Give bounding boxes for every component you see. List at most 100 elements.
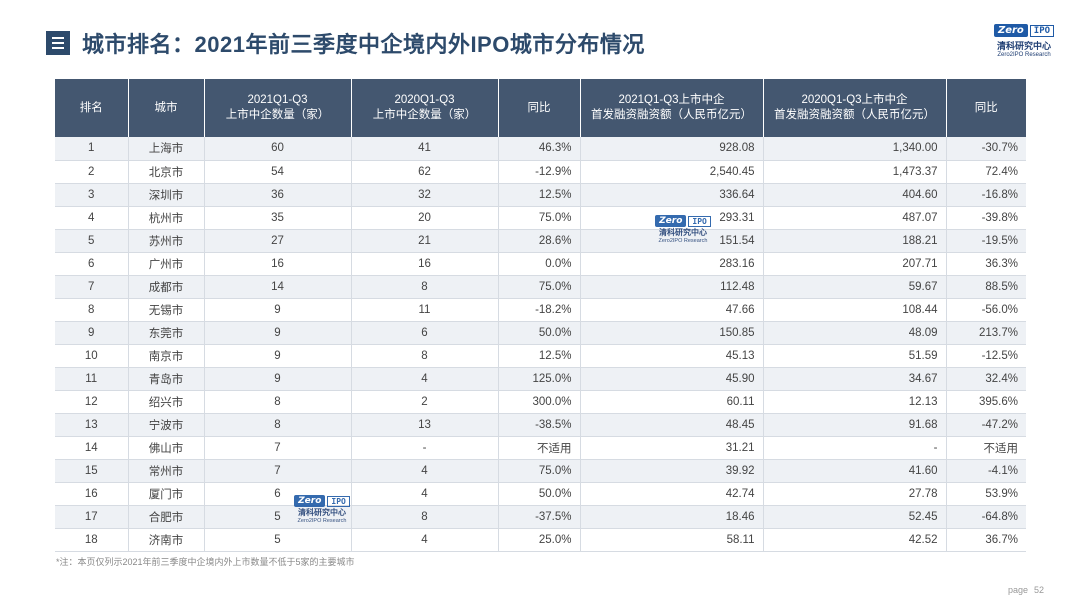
table-cell: 济南市 xyxy=(128,528,205,552)
table-cell: 336.64 xyxy=(580,183,764,207)
table-cell: 9 xyxy=(204,367,352,391)
table-cell: 14 xyxy=(204,275,352,299)
title-bar: 城市排名：2021年前三季度中企境内外IPO城市分布情况 xyxy=(46,26,645,60)
table-cell: 7 xyxy=(204,459,352,483)
table-cell: 213.7% xyxy=(946,321,1026,345)
table-cell: 52.45 xyxy=(763,505,947,529)
table-cell: 75.0% xyxy=(498,206,581,230)
column-header: 同比 xyxy=(498,79,581,137)
table-cell: 112.48 xyxy=(580,275,764,299)
table-row: 3 深圳市 36 32 12.5% 336.64 404.60 -16.8% xyxy=(55,183,1026,207)
table-cell: -39.8% xyxy=(946,206,1026,230)
watermark-ipo-text: IPO xyxy=(327,495,350,507)
table-cell: 18.46 xyxy=(580,505,764,529)
page-title: 城市排名：2021年前三季度中企境内外IPO城市分布情况 xyxy=(82,32,645,57)
table-cell: 东莞市 xyxy=(128,321,205,345)
table-cell: 9 xyxy=(204,298,352,322)
table-cell: 928.08 xyxy=(580,137,764,161)
table-cell: 8 xyxy=(351,344,499,368)
logo-ipo-text: IPO xyxy=(1029,24,1055,37)
table-cell: 150.85 xyxy=(580,321,764,345)
table-cell: 常州市 xyxy=(128,459,205,483)
table-cell: 4 xyxy=(351,367,499,391)
table-row: 4 杭州市 35 20 75.0% 293.31 487.07 -39.8% xyxy=(55,206,1026,230)
table-cell: -12.9% xyxy=(498,160,581,184)
table-row: 10 南京市 9 8 12.5% 45.13 51.59 -12.5% xyxy=(55,344,1026,368)
table-cell: 27.78 xyxy=(763,482,947,506)
table-cell: 5 xyxy=(55,229,129,253)
table-cell: 上海市 xyxy=(128,137,205,161)
table-cell: 宁波市 xyxy=(128,413,205,437)
table-cell: 9 xyxy=(55,321,129,345)
table-cell: -37.5% xyxy=(498,505,581,529)
table-cell: - xyxy=(763,436,947,460)
table-cell: 50.0% xyxy=(498,482,581,506)
zero2ipo-logo: Zero IPO 清科研究中心 Zero2IPO Research xyxy=(992,24,1056,58)
table-cell: 50.0% xyxy=(498,321,581,345)
logo-cn-text: 清科研究中心 xyxy=(996,41,1051,51)
table-cell: 45.13 xyxy=(580,344,764,368)
column-header: 2021Q1-Q3 上市中企数量（家） xyxy=(204,79,352,137)
table-cell: 8 xyxy=(204,390,352,414)
table-cell: 51.59 xyxy=(763,344,947,368)
table-row: 2 北京市 54 62 -12.9% 2,540.45 1,473.37 72.4% xyxy=(55,160,1026,184)
table-cell: 绍兴市 xyxy=(128,390,205,414)
table-body: 1 上海市 60 41 46.3% 928.08 1,340.00 -30.7% 2 北京市 54 6… xyxy=(55,137,1026,552)
table-cell: 1,340.00 xyxy=(763,137,947,161)
table-cell: 成都市 xyxy=(128,275,205,299)
table-cell: 42.52 xyxy=(763,528,947,552)
table-cell: 34.67 xyxy=(763,367,947,391)
table-cell: 58.11 xyxy=(580,528,764,552)
watermark-zero-text: Zero xyxy=(294,495,326,507)
table-cell: -38.5% xyxy=(498,413,581,437)
table-row: 8 无锡市 9 11 -18.2% 47.66 108.44 -56.0% xyxy=(55,298,1026,322)
table-cell: 6 xyxy=(55,252,129,276)
table-header-row: 排名 城市 2021Q1-Q3 上市中企数量（家） 2020Q1-Q3 上市中企数量（家）… xyxy=(55,79,1026,137)
table-cell: 11 xyxy=(351,298,499,322)
table-cell: 18 xyxy=(55,528,129,552)
table-row: 12 绍兴市 8 2 300.0% 60.11 12.13 395.6% xyxy=(55,390,1026,414)
table-cell: 14 xyxy=(55,436,129,460)
column-header: 2020Q1-Q3 上市中企数量（家） xyxy=(351,79,499,137)
column-header: 城市 xyxy=(128,79,205,137)
table-cell: -16.8% xyxy=(946,183,1026,207)
table-cell: 南京市 xyxy=(128,344,205,368)
table-cell: 41 xyxy=(351,137,499,161)
table-cell: 杭州市 xyxy=(128,206,205,230)
table-cell: 8 xyxy=(351,275,499,299)
table-row: 15 常州市 7 4 75.0% 39.92 41.60 -4.1% xyxy=(55,459,1026,483)
table-cell: 8 xyxy=(351,505,499,529)
table-cell: 75.0% xyxy=(498,459,581,483)
watermark-ipo-text: IPO xyxy=(688,215,711,227)
table-cell: 北京市 xyxy=(128,160,205,184)
table-cell: 4 xyxy=(351,482,499,506)
table-cell: 53.9% xyxy=(946,482,1026,506)
table-row: 11 青岛市 9 4 125.0% 45.90 34.67 32.4% xyxy=(55,367,1026,391)
table-cell: 13 xyxy=(351,413,499,437)
table-cell: 不适用 xyxy=(946,436,1026,460)
table-row: 9 东莞市 9 6 50.0% 150.85 48.09 213.7% xyxy=(55,321,1026,345)
table-cell: 2,540.45 xyxy=(580,160,764,184)
table-cell: 佛山市 xyxy=(128,436,205,460)
table-cell: 10 xyxy=(55,344,129,368)
table-cell: -4.1% xyxy=(946,459,1026,483)
table-cell: 20 xyxy=(351,206,499,230)
table-cell: 151.54 xyxy=(580,229,764,253)
table-cell: 47.66 xyxy=(580,298,764,322)
page-value: 52 xyxy=(1033,585,1044,595)
table-cell: 深圳市 xyxy=(128,183,205,207)
watermark-logo-1: Zero IPO 清科研究中心 Zero2IPO Research xyxy=(653,215,713,244)
table-cell: 25.0% xyxy=(498,528,581,552)
column-header: 排名 xyxy=(55,79,129,137)
table-cell: 不适用 xyxy=(498,436,581,460)
table-cell: 6 xyxy=(351,321,499,345)
table-cell: 36 xyxy=(204,183,352,207)
table-cell: 16 xyxy=(55,482,129,506)
table-cell: 1,473.37 xyxy=(763,160,947,184)
table-cell: 15 xyxy=(55,459,129,483)
table-cell: 54 xyxy=(204,160,352,184)
table-cell: 91.68 xyxy=(763,413,947,437)
table-cell: 12.5% xyxy=(498,344,581,368)
table-cell: 12 xyxy=(55,390,129,414)
table-cell: 2 xyxy=(55,160,129,184)
